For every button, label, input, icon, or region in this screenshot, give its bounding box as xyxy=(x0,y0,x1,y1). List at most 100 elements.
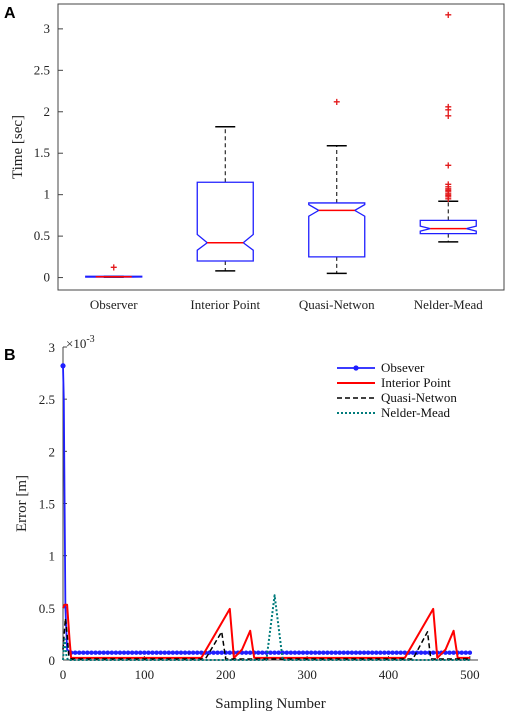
box-interior-point xyxy=(196,125,254,272)
series-point xyxy=(195,650,200,655)
y-axis-label: Error [m] xyxy=(14,475,30,532)
series-point xyxy=(284,650,289,655)
x-tick-label: 0 xyxy=(60,667,67,682)
series-point xyxy=(268,650,273,655)
series-point xyxy=(321,650,326,655)
series-point xyxy=(467,650,473,655)
series-point xyxy=(121,650,127,655)
x-tick-label: 100 xyxy=(135,667,155,682)
series-point xyxy=(85,650,90,655)
y-tick-label: 0 xyxy=(44,270,51,285)
box-body xyxy=(419,219,477,235)
outlier-marker: + xyxy=(445,188,452,202)
series-line-quasi-netwon xyxy=(62,617,470,660)
box-quasi-netwon: + xyxy=(308,95,366,275)
legend-label: Interior Point xyxy=(381,375,451,390)
series-point xyxy=(117,650,123,655)
y-tick-label: 1 xyxy=(44,187,51,202)
series-point xyxy=(410,650,416,655)
series-point xyxy=(353,650,359,655)
y-tick-label: 2 xyxy=(49,444,56,459)
series-point xyxy=(304,650,310,655)
series-point xyxy=(73,650,78,655)
legend-label: Quasi-Netwon xyxy=(381,390,457,405)
series-point xyxy=(463,650,468,655)
series-point xyxy=(296,650,302,655)
series-point xyxy=(370,650,375,655)
box-body xyxy=(85,275,143,278)
outlier-marker: + xyxy=(445,187,452,201)
series-point xyxy=(97,650,102,655)
x-category-label: Quasi-Netwon xyxy=(299,297,375,312)
series-point xyxy=(256,650,261,655)
series-point xyxy=(374,650,379,655)
series-point xyxy=(418,650,424,655)
series-point xyxy=(215,650,220,655)
series-point xyxy=(313,650,318,655)
series-point xyxy=(129,650,135,655)
panel-b-letter: B xyxy=(4,347,16,364)
series-point xyxy=(459,650,464,655)
series-point xyxy=(81,650,86,655)
series-point xyxy=(243,650,249,655)
series-point xyxy=(325,650,330,655)
series-point xyxy=(288,650,294,655)
series-point xyxy=(178,650,184,655)
line-chart: 0 0.5 1 1.5 2 2.5 3 0 100 200 300 400 500 ×10-3 Error … xyxy=(14,334,480,712)
outlier-marker: + xyxy=(445,190,452,204)
series-point xyxy=(190,650,196,655)
outlier-marker: + xyxy=(445,159,452,173)
y-axis-label: Time [sec] xyxy=(10,115,26,179)
y-tick-label: 1.5 xyxy=(34,145,50,160)
series-point xyxy=(109,650,115,655)
series-point xyxy=(105,650,110,655)
series-point xyxy=(211,650,216,655)
series-point xyxy=(93,650,98,655)
series-point xyxy=(337,650,342,655)
series-point xyxy=(447,650,452,655)
legend-label: Obsever xyxy=(381,360,425,375)
series-point xyxy=(361,650,367,655)
outlier-marker: + xyxy=(445,180,452,194)
series-point xyxy=(276,650,281,655)
series-point xyxy=(317,650,322,655)
outlier-marker: + xyxy=(445,8,452,22)
series-point xyxy=(292,650,298,655)
legend-marker xyxy=(353,365,359,371)
series-point xyxy=(142,650,147,655)
series-point xyxy=(300,650,306,655)
box-nelder-mead: ++++++++++++++ xyxy=(419,8,477,243)
series-point xyxy=(186,650,192,655)
outlier-marker: + xyxy=(445,100,452,114)
series-point xyxy=(125,650,131,655)
series-point xyxy=(349,650,355,655)
y-tick-label: 2.5 xyxy=(39,392,55,407)
panel-a-letter: A xyxy=(4,5,16,22)
outlier-marker: + xyxy=(445,178,452,192)
y-tick-label: 2.5 xyxy=(34,62,50,77)
series-point xyxy=(138,650,143,655)
series-point xyxy=(394,650,399,655)
x-category-label: Interior Point xyxy=(190,297,260,312)
series-point xyxy=(154,650,159,655)
y-tick-label: 1.5 xyxy=(39,497,55,512)
series-point xyxy=(333,650,338,655)
y-tick-label: 0.5 xyxy=(39,601,55,616)
outlier-marker: + xyxy=(445,192,452,206)
series-point xyxy=(398,650,403,655)
box-observer: + xyxy=(85,261,143,278)
series-point xyxy=(199,650,204,655)
series-point xyxy=(386,650,391,655)
series-point xyxy=(101,650,106,655)
x-category-label: Observer xyxy=(90,297,138,312)
series-line-nelder-mead xyxy=(62,594,470,661)
series-point xyxy=(158,650,163,655)
series-point xyxy=(260,650,265,655)
outlier-marker: + xyxy=(333,95,340,109)
x-tick-label: 500 xyxy=(460,667,480,682)
box-body xyxy=(308,202,366,258)
series-point xyxy=(390,650,395,655)
y-tick-label: 2 xyxy=(44,104,51,119)
outlier-marker: + xyxy=(445,185,452,199)
y-tick-label: 1 xyxy=(49,549,56,564)
